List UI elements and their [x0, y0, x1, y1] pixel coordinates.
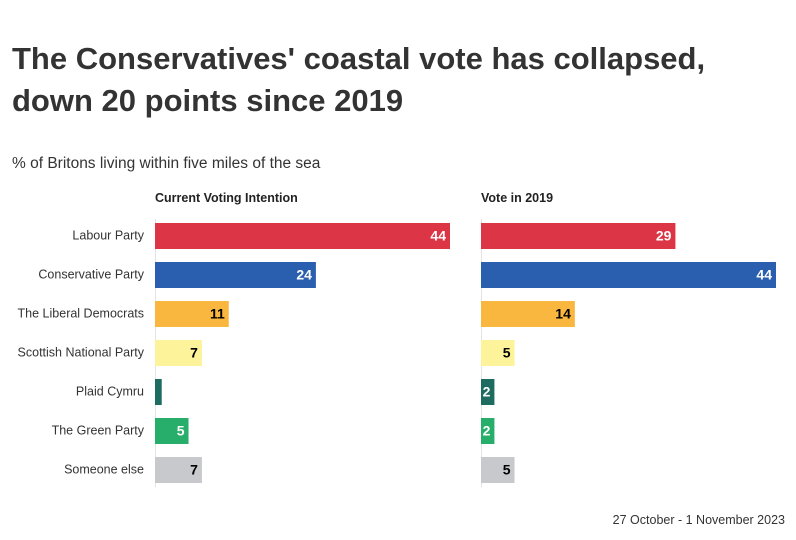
bar — [155, 223, 450, 249]
date-footnote: 27 October - 1 November 2023 — [612, 513, 785, 527]
bar — [155, 379, 162, 405]
category-label: The Liberal Democrats — [18, 306, 144, 320]
panel-title: Current Voting Intention — [155, 191, 298, 205]
category-label: Plaid Cymru — [76, 384, 144, 398]
bar — [155, 301, 229, 327]
category-label: Scottish National Party — [18, 345, 145, 359]
bar — [481, 457, 515, 483]
data-label: 44 — [756, 267, 772, 283]
bar — [481, 223, 676, 249]
data-label: 7 — [190, 462, 198, 478]
category-label: The Green Party — [52, 423, 145, 437]
data-label: 44 — [430, 228, 446, 244]
category-label: Someone else — [64, 462, 144, 476]
bar — [155, 262, 316, 288]
bar — [481, 262, 776, 288]
category-label: Conservative Party — [38, 267, 144, 281]
data-label: 5 — [177, 423, 185, 439]
bar — [155, 418, 189, 444]
bar — [481, 379, 495, 405]
chart-subtitle: % of Britons living within five miles of… — [12, 155, 321, 172]
data-label: 7 — [190, 345, 198, 361]
category-label: Labour Party — [72, 228, 144, 242]
panel-title: Vote in 2019 — [481, 191, 553, 205]
bar — [155, 340, 202, 366]
data-label: 24 — [296, 267, 312, 283]
data-label: 29 — [656, 228, 672, 244]
data-label: 5 — [503, 345, 511, 361]
bar — [155, 457, 202, 483]
chart-title: The Conservatives' coastal vote has coll… — [12, 41, 706, 118]
data-label: 11 — [210, 306, 225, 322]
bar — [481, 418, 495, 444]
data-label: 5 — [503, 462, 511, 478]
data-label: 2 — [483, 423, 491, 439]
data-label: 2 — [483, 384, 491, 400]
bar — [481, 301, 575, 327]
bar — [481, 340, 515, 366]
data-label: 14 — [555, 306, 571, 322]
